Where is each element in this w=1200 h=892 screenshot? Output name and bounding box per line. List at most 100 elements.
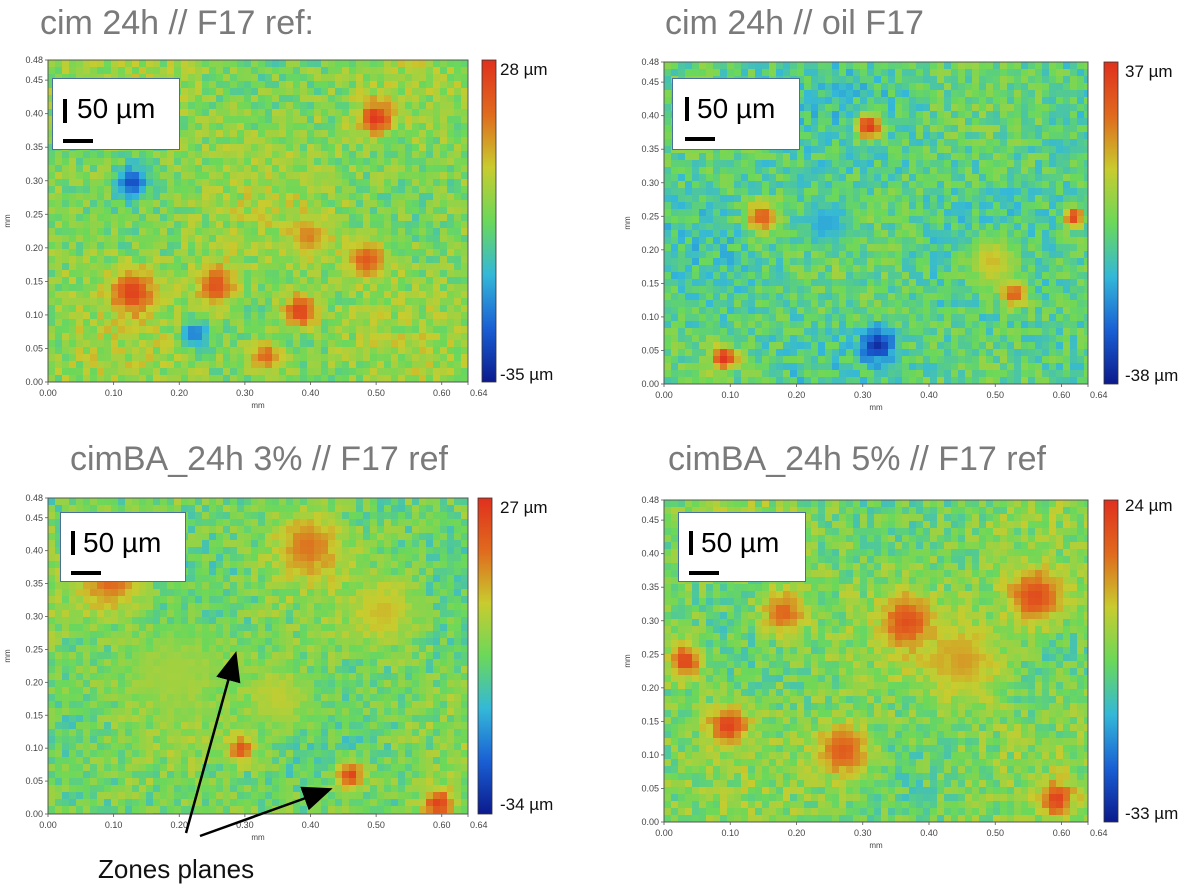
colorbar-min-label: -34 µm <box>500 795 554 814</box>
scale-bar-line <box>685 137 715 141</box>
scale-bar: 50 µm <box>52 78 180 150</box>
panel-title: cim 24h // F17 ref: <box>40 4 314 42</box>
x-tick-label: 0.10 <box>105 388 123 398</box>
x-tick-label: 0.50 <box>367 388 385 398</box>
scale-bar-label: 50 µm <box>83 527 162 558</box>
x-tick-label: 0.30 <box>236 820 254 830</box>
y-axis-unit: mm <box>3 649 12 663</box>
y-tick-label: 0.15 <box>25 276 43 286</box>
y-tick-label: 0.10 <box>25 743 43 753</box>
y-tick-label: 0.10 <box>641 312 659 322</box>
colorbar-min-label: -35 µm <box>500 365 554 384</box>
scale-bar: 50 µm <box>672 78 800 150</box>
y-tick-label: 0.25 <box>641 649 659 659</box>
colorbar-max-label: 24 µm <box>1125 496 1173 515</box>
x-axis-unit: mm <box>251 833 265 842</box>
colorbar-max-label: 27 µm <box>500 498 548 517</box>
y-tick-label: 0.10 <box>641 750 659 760</box>
scale-bar-line <box>71 571 101 575</box>
scale-bar-line <box>689 571 719 575</box>
x-tick-label: 0.40 <box>302 388 320 398</box>
y-tick-label: 0.48 <box>641 57 659 67</box>
y-tick-label: 0.30 <box>641 178 659 188</box>
y-axis-unit: mm <box>623 216 632 230</box>
scale-bar-tick <box>689 531 693 555</box>
y-tick-label: 0.48 <box>25 493 43 503</box>
x-tick-label: 0.40 <box>920 828 938 838</box>
x-tick-label: 0.20 <box>788 390 806 400</box>
scale-bar-label: 50 µm <box>701 527 780 558</box>
x-tick-label: 0.20 <box>170 388 188 398</box>
scale-bar-tick <box>685 97 689 121</box>
y-tick-label: 0.20 <box>641 245 659 255</box>
x-tick-label: 0.00 <box>655 828 673 838</box>
y-tick-label: 0.45 <box>25 75 43 85</box>
y-tick-label: 0.48 <box>25 55 43 65</box>
colorbar <box>1103 61 1119 385</box>
y-tick-label: 0.45 <box>25 513 43 523</box>
scale-bar-label: 50 µm <box>77 93 156 124</box>
x-axis-unit: mm <box>251 401 265 410</box>
y-axis-unit: mm <box>623 654 632 668</box>
y-tick-label: 0.35 <box>25 142 43 152</box>
x-tick-label: 0.60 <box>1053 828 1071 838</box>
y-tick-label: 0.15 <box>641 716 659 726</box>
y-tick-label: 0.00 <box>25 377 43 387</box>
y-tick-label: 0.05 <box>641 783 659 793</box>
y-tick-label: 0.35 <box>641 582 659 592</box>
scale-bar-label: 50 µm <box>697 93 776 124</box>
x-tick-label: 0.64 <box>1090 828 1108 838</box>
y-tick-label: 0.30 <box>25 612 43 622</box>
scale-bar-tick <box>71 531 75 555</box>
y-tick-label: 0.25 <box>641 211 659 221</box>
x-axis-unit: mm <box>869 841 883 850</box>
y-tick-label: 0.45 <box>641 515 659 525</box>
x-tick-label: 0.10 <box>105 820 123 830</box>
colorbar <box>477 497 493 815</box>
annotation-zones-planes: Zones planes <box>98 854 255 884</box>
y-tick-label: 0.05 <box>641 345 659 355</box>
y-tick-label: 0.30 <box>25 176 43 186</box>
y-tick-label: 0.40 <box>641 111 659 121</box>
panel-title: cim 24h // oil F17 <box>665 4 924 42</box>
x-tick-label: 0.20 <box>170 820 188 830</box>
x-tick-label: 0.40 <box>920 390 938 400</box>
x-tick-label: 0.10 <box>721 828 739 838</box>
x-tick-label: 0.40 <box>302 820 320 830</box>
y-tick-label: 0.48 <box>641 495 659 505</box>
y-tick-label: 0.00 <box>25 809 43 819</box>
y-tick-label: 0.40 <box>641 549 659 559</box>
colorbar-min-label: -38 µm <box>1125 366 1179 385</box>
x-tick-label: 0.64 <box>470 388 488 398</box>
y-tick-label: 0.05 <box>25 343 43 353</box>
y-tick-label: 0.45 <box>641 77 659 87</box>
y-tick-label: 0.20 <box>25 677 43 687</box>
plot-frame <box>663 61 1089 385</box>
x-tick-label: 0.64 <box>1090 390 1108 400</box>
y-tick-label: 0.40 <box>25 109 43 119</box>
colorbar-max-label: 37 µm <box>1125 62 1173 81</box>
plot-frame <box>663 499 1089 823</box>
panel-title: cimBA_24h 5% // F17 ref <box>668 440 1046 478</box>
y-tick-label: 0.10 <box>25 310 43 320</box>
x-tick-label: 0.60 <box>433 820 451 830</box>
x-tick-label: 0.30 <box>854 828 872 838</box>
y-axis-unit: mm <box>3 214 12 228</box>
panel-title: cimBA_24h 3% // F17 ref <box>70 440 448 478</box>
y-tick-label: 0.25 <box>25 209 43 219</box>
y-tick-label: 0.00 <box>641 817 659 827</box>
x-tick-label: 0.50 <box>986 828 1004 838</box>
y-tick-label: 0.20 <box>641 683 659 693</box>
x-tick-label: 0.50 <box>367 820 385 830</box>
y-tick-label: 0.15 <box>25 710 43 720</box>
x-tick-label: 0.30 <box>854 390 872 400</box>
colorbar-max-label: 28 µm <box>500 60 548 79</box>
y-tick-label: 0.30 <box>641 616 659 626</box>
y-tick-label: 0.15 <box>641 278 659 288</box>
scale-bar: 50 µm <box>678 512 806 582</box>
colorbar <box>481 59 497 383</box>
x-tick-label: 0.00 <box>655 390 673 400</box>
colorbar <box>1103 499 1119 823</box>
colorbar-min-label: -33 µm <box>1125 804 1179 823</box>
